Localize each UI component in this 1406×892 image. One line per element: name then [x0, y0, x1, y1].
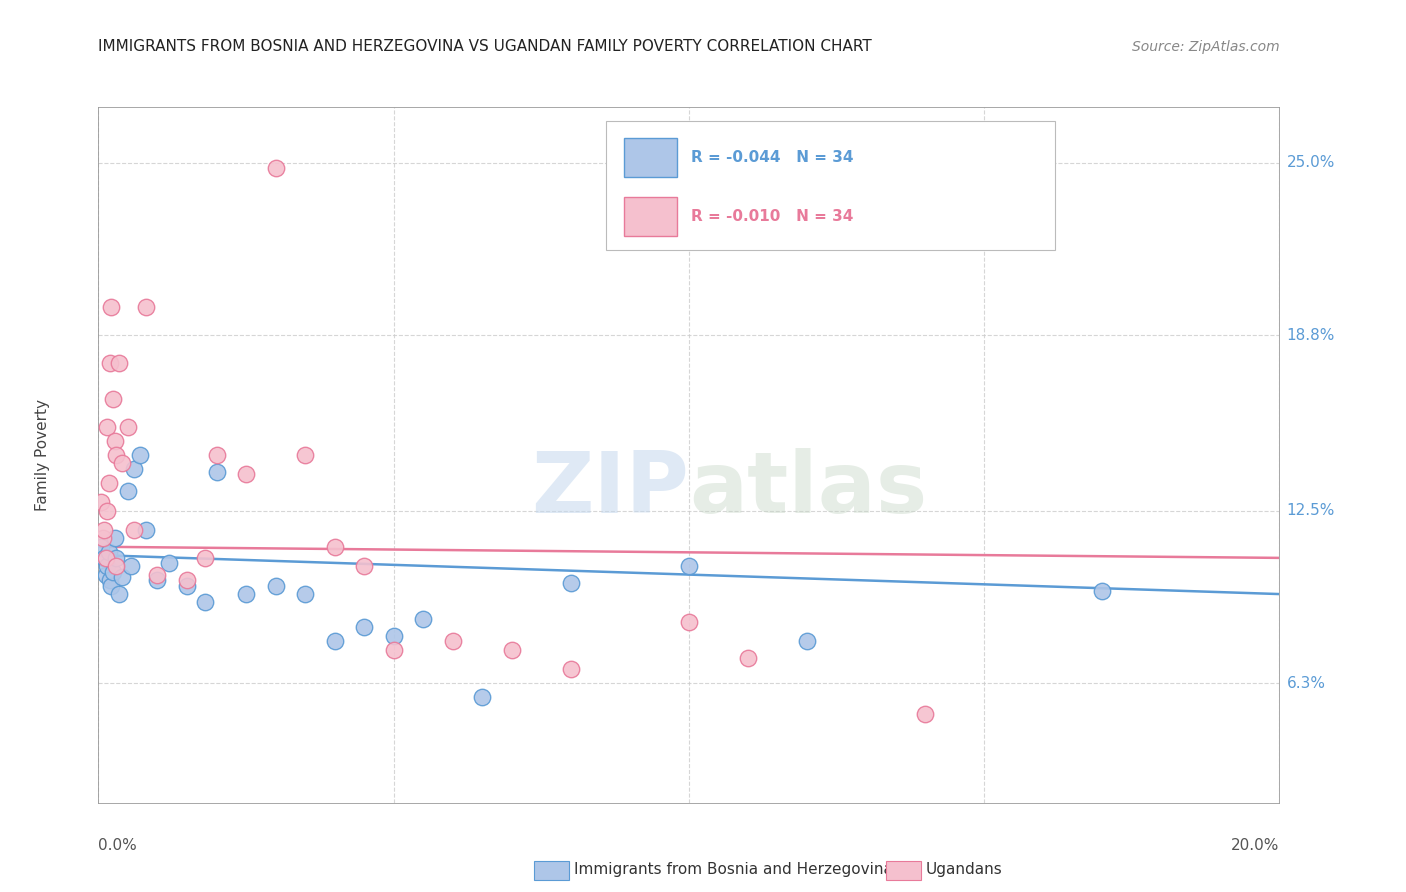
Point — [737, 651, 759, 665]
Text: 0.0%: 0.0% — [98, 838, 138, 854]
Point — [323, 634, 346, 648]
Point — [146, 567, 169, 582]
Point — [100, 301, 122, 315]
Point — [135, 523, 157, 537]
Point — [103, 565, 125, 579]
Point — [560, 662, 582, 676]
Point — [176, 573, 198, 587]
Point — [146, 573, 169, 587]
Text: Immigrants from Bosnia and Herzegovina: Immigrants from Bosnia and Herzegovina — [574, 863, 893, 877]
Point — [93, 523, 115, 537]
Point — [100, 579, 122, 593]
Point — [294, 448, 316, 462]
Point — [382, 642, 405, 657]
Point — [105, 559, 128, 574]
FancyBboxPatch shape — [624, 197, 678, 235]
FancyBboxPatch shape — [606, 121, 1054, 250]
Point — [235, 467, 257, 482]
Point — [120, 559, 142, 574]
Point — [94, 550, 117, 565]
Point — [914, 706, 936, 721]
Point — [441, 634, 464, 648]
Point — [1091, 584, 1114, 599]
Point — [412, 612, 434, 626]
Point — [205, 448, 228, 462]
Point — [194, 550, 217, 565]
Text: 20.0%: 20.0% — [1232, 838, 1279, 854]
Point — [105, 550, 128, 565]
Point — [560, 576, 582, 591]
Text: R = -0.010   N = 34: R = -0.010 N = 34 — [692, 209, 853, 224]
FancyBboxPatch shape — [624, 138, 678, 177]
Point — [103, 392, 125, 407]
Point — [194, 595, 217, 609]
Point — [117, 484, 139, 499]
Point — [235, 587, 257, 601]
Point — [205, 465, 228, 479]
Point — [91, 532, 114, 546]
Point — [96, 420, 118, 434]
Point — [93, 550, 115, 565]
Point — [122, 523, 145, 537]
Point — [96, 503, 118, 517]
Point — [264, 579, 287, 593]
Point — [90, 495, 112, 509]
Text: Source: ZipAtlas.com: Source: ZipAtlas.com — [1132, 39, 1279, 54]
Text: Ugandans: Ugandans — [925, 863, 1002, 877]
Point — [135, 301, 157, 315]
Point — [98, 475, 121, 490]
Point — [128, 448, 150, 462]
Point — [294, 587, 316, 601]
Point — [98, 573, 121, 587]
Point — [104, 532, 127, 546]
Point — [96, 559, 118, 574]
Text: IMMIGRANTS FROM BOSNIA AND HERZEGOVINA VS UGANDAN FAMILY POVERTY CORRELATION CHA: IMMIGRANTS FROM BOSNIA AND HERZEGOVINA V… — [98, 38, 872, 54]
Point — [323, 540, 346, 554]
Text: R = -0.044   N = 34: R = -0.044 N = 34 — [692, 150, 853, 165]
Text: atlas: atlas — [689, 448, 927, 532]
Point — [98, 356, 121, 370]
Point — [94, 567, 117, 582]
Text: ZIP: ZIP — [531, 448, 689, 532]
Text: 25.0%: 25.0% — [1286, 155, 1334, 170]
Point — [678, 615, 700, 629]
Point — [382, 629, 405, 643]
Point — [108, 356, 131, 370]
Point — [117, 420, 139, 434]
Text: 6.3%: 6.3% — [1286, 675, 1326, 690]
Text: 18.8%: 18.8% — [1286, 327, 1334, 343]
Point — [157, 557, 180, 571]
Point — [108, 587, 131, 601]
Point — [353, 620, 375, 634]
Point — [471, 690, 494, 704]
Point — [105, 448, 128, 462]
Point — [353, 559, 375, 574]
Text: 12.5%: 12.5% — [1286, 503, 1334, 518]
Point — [264, 161, 287, 176]
Point — [501, 642, 523, 657]
Point — [678, 559, 700, 574]
Point — [122, 462, 145, 476]
Point — [111, 570, 134, 584]
Point — [104, 434, 127, 448]
Point — [90, 540, 112, 554]
Text: Family Poverty: Family Poverty — [35, 399, 49, 511]
Point — [176, 579, 198, 593]
Point — [796, 634, 818, 648]
Point — [111, 456, 134, 470]
Point — [98, 545, 121, 559]
